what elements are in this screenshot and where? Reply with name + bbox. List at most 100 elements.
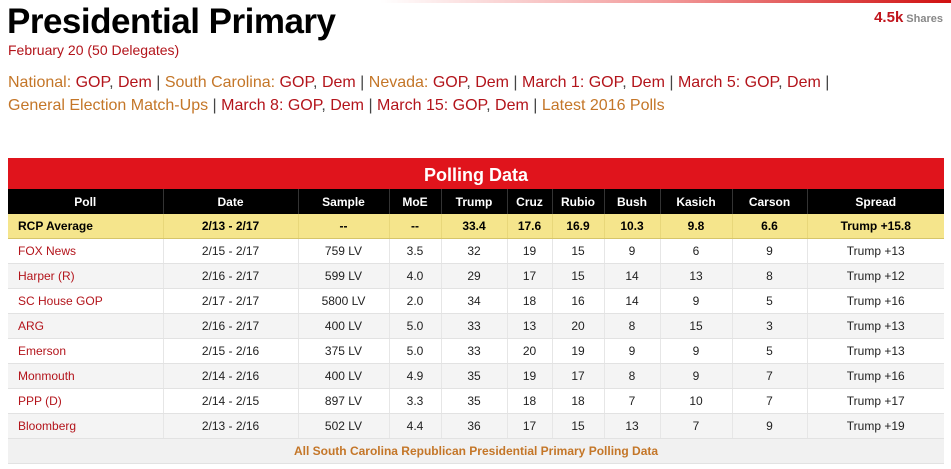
all-polling-data-link[interactable]: All South Carolina Republican Presidenti… bbox=[8, 438, 944, 464]
nav-separator: | bbox=[528, 97, 542, 114]
table-cell: 9 bbox=[603, 338, 660, 364]
table-cell: 17 bbox=[551, 363, 604, 389]
poll-name-link[interactable]: FOX News bbox=[8, 238, 163, 264]
table-cell: 3.3 bbox=[388, 388, 441, 414]
race-navigation: National: GOP, Dem | South Carolina: GOP… bbox=[8, 71, 944, 117]
share-counter[interactable]: 4.5k Shares bbox=[874, 9, 943, 28]
average-cell: 17.6 bbox=[506, 214, 552, 239]
table-row: Bloomberg 2/13 - 2/16 502 LV 4.4 36 17 15 13 7 9 T… bbox=[8, 413, 944, 439]
poll-name-link[interactable]: Emerson bbox=[8, 338, 163, 364]
nav-link-separator: , bbox=[313, 74, 322, 91]
table-cell: Trump +13 bbox=[806, 313, 944, 339]
poll-name-link[interactable]: ARG bbox=[8, 313, 163, 339]
nav-group: March 15: GOP, Dem bbox=[377, 97, 529, 114]
column-header-rubio[interactable]: Rubio bbox=[551, 189, 604, 214]
table-cell: 9 bbox=[731, 238, 807, 264]
table-cell: 6 bbox=[659, 238, 732, 264]
table-cell: 15 bbox=[551, 238, 604, 264]
nav-link[interactable]: Latest 2016 Polls bbox=[541, 97, 665, 114]
table-row: ARG 2/16 - 2/17 400 LV 5.0 33 13 20 8 15 3 Trump +… bbox=[8, 313, 944, 339]
nav-link[interactable]: March 8: GOP bbox=[221, 97, 322, 114]
average-cell: Trump +15.8 bbox=[806, 214, 944, 239]
average-cell: 2/13 - 2/17 bbox=[162, 214, 298, 239]
table-cell: 759 LV bbox=[297, 238, 389, 264]
table-row: FOX News 2/15 - 2/17 759 LV 3.5 32 19 15 9 6 9 Tru… bbox=[8, 238, 944, 264]
table-cell: 9 bbox=[731, 413, 807, 439]
table-cell: 13 bbox=[659, 263, 732, 289]
table-header-row: Poll Date Sample MoE Trump Cruz Rubio Bush Kasic… bbox=[8, 189, 944, 214]
poll-name-link[interactable]: Harper (R) bbox=[8, 263, 163, 289]
column-header-moe[interactable]: MoE bbox=[388, 189, 441, 214]
table-cell: 5 bbox=[731, 338, 807, 364]
nav-separator: | bbox=[208, 97, 222, 114]
column-header-spread[interactable]: Spread bbox=[806, 189, 944, 214]
nav-link[interactable]: Dem bbox=[475, 74, 509, 91]
table-cell: Trump +16 bbox=[806, 288, 944, 314]
column-header-sample[interactable]: Sample bbox=[297, 189, 389, 214]
nav-link[interactable]: General Election Match-Ups bbox=[8, 97, 209, 114]
column-header-carson[interactable]: Carson bbox=[731, 189, 807, 214]
nav-separator: | bbox=[151, 74, 165, 91]
nav-link[interactable]: Dem bbox=[117, 74, 152, 91]
table-cell: 897 LV bbox=[297, 388, 389, 414]
nav-link[interactable]: Dem bbox=[330, 97, 364, 114]
nav-group-label: Nevada: bbox=[368, 74, 433, 91]
nav-link-separator: , bbox=[321, 97, 331, 114]
table-cell: Trump +13 bbox=[806, 338, 944, 364]
nav-link-separator: , bbox=[486, 97, 496, 114]
nav-link[interactable]: March 1: GOP bbox=[522, 74, 623, 91]
column-header-date[interactable]: Date bbox=[162, 189, 298, 214]
table-cell: 7 bbox=[603, 388, 660, 414]
page-subtitle: February 20 (50 Delegates) bbox=[8, 42, 180, 58]
table-row: PPP (D) 2/14 - 2/15 897 LV 3.3 35 18 18 7 10 7 Tru… bbox=[8, 388, 944, 414]
nav-link-separator: , bbox=[466, 74, 476, 91]
nav-link[interactable]: GOP bbox=[432, 74, 467, 91]
nav-group: General Election Match-Ups bbox=[8, 97, 208, 114]
nav-group: March 1: GOP, Dem bbox=[522, 74, 665, 91]
table-cell: 13 bbox=[506, 313, 552, 339]
table-cell: 7 bbox=[731, 388, 807, 414]
table-cell: 400 LV bbox=[297, 313, 389, 339]
poll-name-link[interactable]: PPP (D) bbox=[8, 388, 163, 414]
table-cell: 16 bbox=[551, 288, 604, 314]
table-cell: 7 bbox=[659, 413, 732, 439]
table-cell: Trump +19 bbox=[806, 413, 944, 439]
nav-link[interactable]: GOP bbox=[75, 74, 110, 91]
nav-group: March 8: GOP, Dem bbox=[221, 97, 364, 114]
table-footer-row: All South Carolina Republican Presidenti… bbox=[8, 438, 944, 464]
column-header-bush[interactable]: Bush bbox=[603, 189, 660, 214]
poll-name-link[interactable]: Monmouth bbox=[8, 363, 163, 389]
table-cell: 2/15 - 2/17 bbox=[162, 238, 298, 264]
table-cell: 19 bbox=[551, 338, 604, 364]
table-cell: 8 bbox=[731, 263, 807, 289]
nav-link[interactable]: Dem bbox=[787, 74, 821, 91]
nav-link[interactable]: GOP bbox=[279, 74, 314, 91]
top-accent-bar bbox=[0, 0, 951, 3]
table-cell: 7 bbox=[731, 363, 807, 389]
table-cell: 19 bbox=[506, 238, 552, 264]
nav-separator: | bbox=[664, 74, 678, 91]
poll-name-link[interactable]: SC House GOP bbox=[8, 288, 163, 314]
average-cell: 16.9 bbox=[551, 214, 604, 239]
poll-name-link[interactable]: Bloomberg bbox=[8, 413, 163, 439]
nav-link[interactable]: Dem bbox=[495, 97, 529, 114]
column-header-kasich[interactable]: Kasich bbox=[659, 189, 732, 214]
nav-link[interactable]: Dem bbox=[321, 74, 356, 91]
polling-data-table: Polling Data Poll Date Sample MoE Trump Cruz R… bbox=[8, 158, 944, 464]
column-header-cruz[interactable]: Cruz bbox=[506, 189, 552, 214]
rcp-average-row: RCP Average 2/13 - 2/17 -- -- 33.4 17.6 16.9 10… bbox=[8, 214, 944, 239]
nav-group: March 5: GOP, Dem bbox=[678, 74, 821, 91]
table-cell: 2/16 - 2/17 bbox=[162, 263, 298, 289]
nav-link[interactable]: March 15: GOP bbox=[377, 97, 487, 114]
nav-link[interactable]: March 5: GOP bbox=[677, 74, 779, 91]
table-row: Harper (R) 2/16 - 2/17 599 LV 4.0 29 17 15 14 13… bbox=[8, 263, 944, 289]
nav-link[interactable]: Dem bbox=[631, 74, 665, 91]
table-cell: Trump +17 bbox=[806, 388, 944, 414]
table-cell: 2.0 bbox=[388, 288, 441, 314]
column-header-trump[interactable]: Trump bbox=[440, 189, 507, 214]
table-cell: 15 bbox=[551, 413, 604, 439]
column-header-poll[interactable]: Poll bbox=[8, 189, 163, 214]
table-cell: 599 LV bbox=[297, 263, 389, 289]
share-label: Shares bbox=[906, 13, 943, 25]
table-cell: 33 bbox=[440, 338, 507, 364]
